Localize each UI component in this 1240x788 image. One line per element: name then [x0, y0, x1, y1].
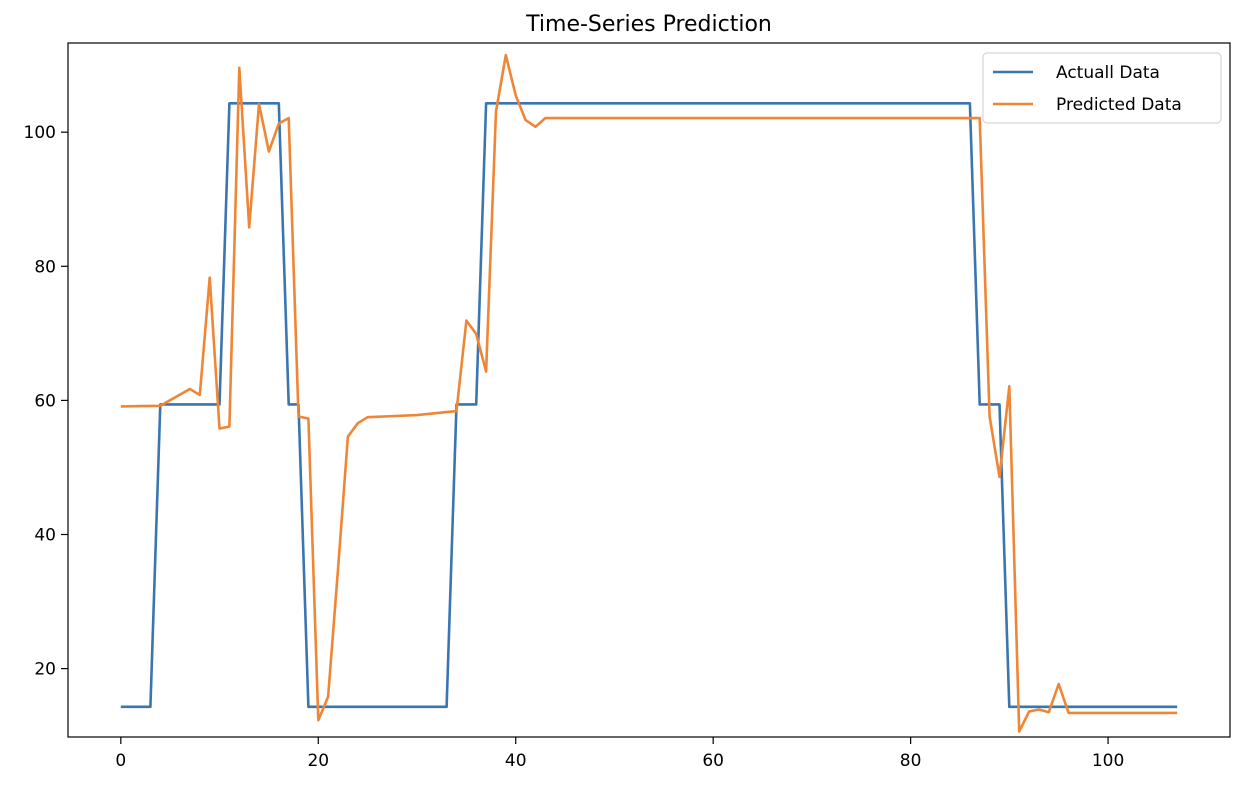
y-tick-label-1: 40 — [34, 525, 56, 545]
x-tick-label-5: 100 — [1092, 751, 1124, 771]
x-tick-label-1: 20 — [307, 751, 329, 771]
x-axis: 0 20 40 60 80 100 — [115, 737, 1124, 771]
chart-title: Time-Series Prediction — [525, 12, 772, 37]
y-tick-label-0: 20 — [34, 660, 56, 680]
plot-lines — [121, 55, 1177, 732]
x-tick-label-0: 0 — [115, 751, 126, 771]
legend-label-0: Actuall Data — [1056, 63, 1160, 83]
x-tick-label-4: 80 — [900, 751, 922, 771]
y-tick-label-2: 60 — [34, 391, 56, 411]
plot-frame — [68, 43, 1230, 737]
x-tick-label-2: 40 — [505, 751, 527, 771]
x-tick-label-3: 60 — [702, 751, 724, 771]
legend: Actuall Data Predicted Data — [983, 53, 1221, 123]
y-axis: 20 40 60 80 100 — [24, 123, 68, 679]
y-tick-label-3: 80 — [34, 257, 56, 277]
y-tick-label-4: 100 — [24, 123, 56, 143]
legend-label-1: Predicted Data — [1056, 95, 1182, 115]
series-line-0 — [121, 103, 1177, 707]
